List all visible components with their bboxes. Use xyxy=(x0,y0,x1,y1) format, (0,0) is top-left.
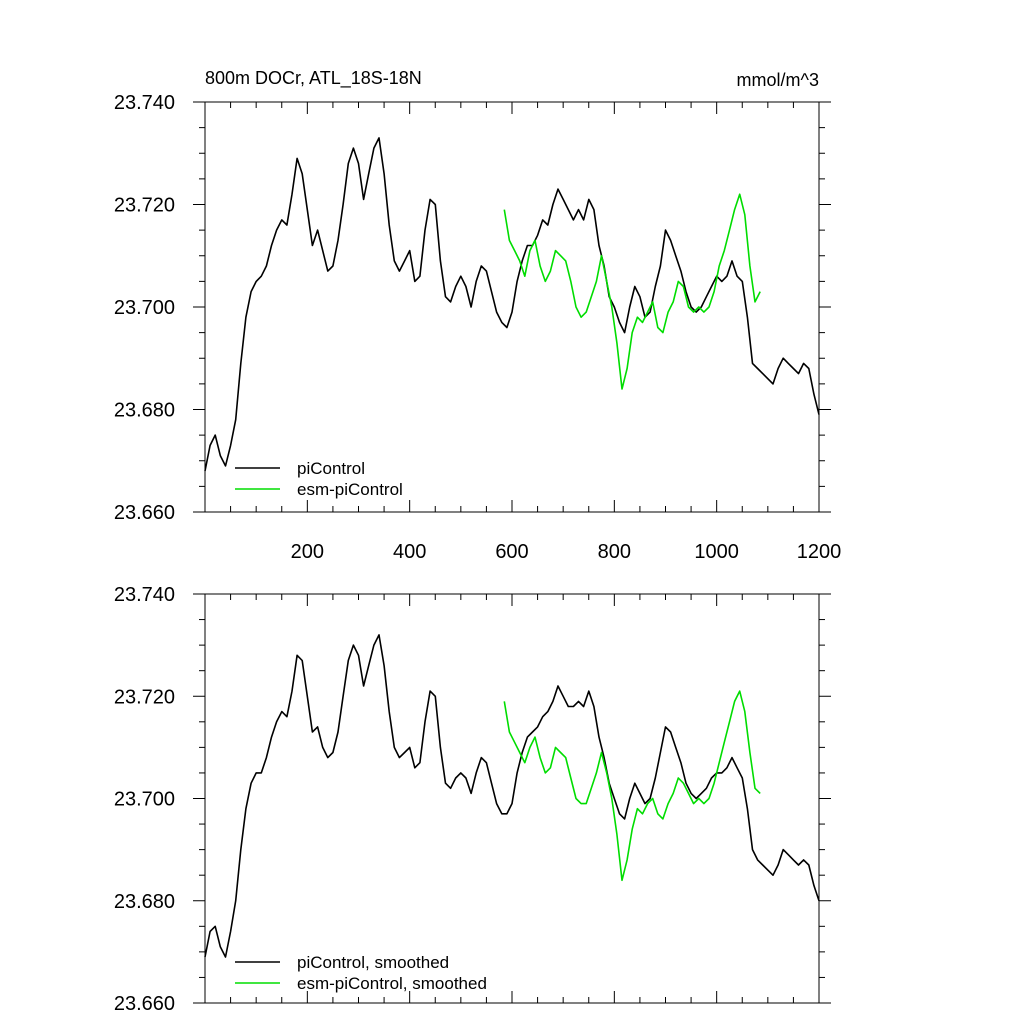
top-panel-legend: piControl esm-piControl xyxy=(235,459,403,499)
x-tick-label: 600 xyxy=(495,541,528,563)
y-tick-label: 23.680 xyxy=(114,400,175,422)
bottom-panel: 23.660 23.680 23.700 23.720 23.740 piControl… xyxy=(114,584,831,1015)
bottom-panel-plot-frame xyxy=(204,593,820,1004)
x-tick-label: 200 xyxy=(291,541,324,563)
y-tick-label: 23.680 xyxy=(114,891,175,913)
x-tick-label: 800 xyxy=(598,541,631,563)
top-panel-series-lines xyxy=(204,137,820,472)
legend-label-esm-picontrol: esm-piControl xyxy=(297,480,403,499)
legend-label-picontrol-smoothed: piControl, smoothed xyxy=(297,953,449,972)
series-line-picontrol xyxy=(204,137,820,472)
bottom-panel-legend: piControl, smoothed esm-piControl, smoot… xyxy=(235,953,487,993)
y-tick-label: 23.740 xyxy=(114,584,175,606)
y-tick-label: 23.720 xyxy=(114,195,175,217)
top-panel-y-tick-labels: 23.660 23.680 23.700 23.720 23.740 xyxy=(114,92,175,524)
top-panel-x-tick-labels: 200 400 600 800 1000 1200 xyxy=(291,541,842,563)
bottom-panel-y-tick-labels: 23.660 23.680 23.700 23.720 23.740 xyxy=(114,584,175,1015)
top-panel-units-label: mmol/m^3 xyxy=(737,70,819,90)
series-line-esm-picontrol-smoothed xyxy=(503,690,761,882)
y-tick-label: 23.720 xyxy=(114,686,175,708)
bottom-panel-ticks xyxy=(193,593,831,1004)
legend-label-esm-picontrol-smoothed: esm-piControl, smoothed xyxy=(297,974,487,993)
x-tick-label: 1000 xyxy=(694,541,739,563)
series-line-picontrol-smoothed xyxy=(204,634,820,958)
legend-label-picontrol: piControl xyxy=(297,459,365,478)
y-tick-label: 23.660 xyxy=(114,502,175,524)
top-panel: 23.660 23.680 23.700 23.720 23.740 200 400 600… xyxy=(114,68,841,563)
top-panel-plot-frame xyxy=(204,101,820,513)
series-line-esm-picontrol xyxy=(503,193,761,390)
x-tick-label: 400 xyxy=(393,541,426,563)
top-panel-ticks xyxy=(193,101,831,513)
y-tick-label: 23.740 xyxy=(114,92,175,114)
y-tick-label: 23.700 xyxy=(114,789,175,811)
bottom-panel-series-lines xyxy=(204,634,820,958)
top-panel-title: 800m DOCr, ATL_18S-18N xyxy=(205,68,422,89)
x-tick-label: 1200 xyxy=(797,541,842,563)
y-tick-label: 23.660 xyxy=(114,993,175,1015)
y-tick-label: 23.700 xyxy=(114,297,175,319)
